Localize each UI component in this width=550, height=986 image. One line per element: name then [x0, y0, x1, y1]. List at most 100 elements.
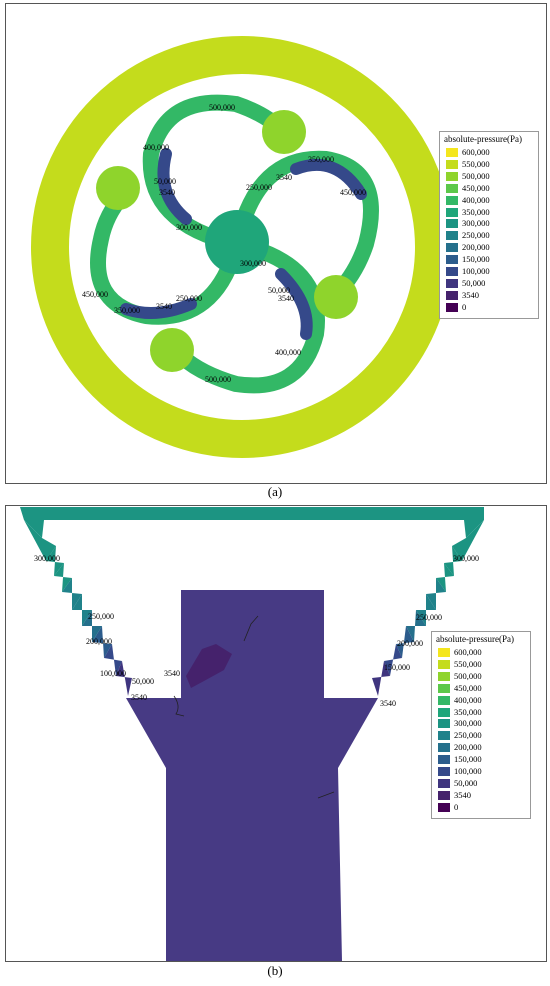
legend-label: 550,000	[462, 158, 490, 169]
legend-swatch	[438, 707, 450, 717]
label-a-3: 3540	[159, 188, 175, 197]
legend-swatch	[446, 207, 458, 217]
legend-swatch	[446, 159, 458, 169]
legend-swatch	[438, 683, 450, 693]
legend-label: 100,000	[454, 766, 482, 776]
label-a-15: 250,000	[176, 294, 202, 303]
legend-swatch	[438, 671, 450, 681]
legend-swatch	[438, 767, 450, 776]
legend-label: 300,000	[454, 718, 482, 729]
legend-label: 400,000	[454, 694, 482, 705]
label-a-9: 300,000	[240, 259, 266, 268]
legend-swatch	[438, 648, 450, 657]
label-b-1: 250,000	[88, 612, 114, 621]
right-serrations	[372, 520, 484, 696]
legend-label: 350,000	[454, 706, 482, 717]
legend-label: 600,000	[454, 647, 482, 657]
legend-label: 150,000	[454, 754, 482, 765]
legend-swatch	[446, 267, 458, 276]
legend-swatch	[446, 243, 458, 253]
label-b-10: 150,000	[384, 663, 410, 672]
low-zone-3	[275, 268, 313, 340]
legend-swatch	[438, 731, 450, 741]
top-channel	[20, 507, 484, 538]
legend-swatch	[438, 790, 450, 800]
label-a-4: 350,000	[308, 155, 334, 164]
legend-label: 100,000	[462, 266, 490, 276]
legend-label: 50,000	[462, 277, 486, 288]
crack-line-1	[243, 615, 259, 642]
legend-a: absolute-pressure(Pa) 600,000 550,000 500,…	[439, 131, 539, 319]
central-hub	[205, 210, 269, 274]
label-a-7: 450,000	[340, 188, 366, 197]
label-b-5: 3540	[131, 693, 147, 702]
legend-label: 3540	[462, 289, 479, 300]
legend-label: 200,000	[454, 742, 482, 753]
legend-swatch	[438, 778, 450, 788]
label-b-9: 200,000	[397, 639, 423, 648]
legend-label: 150,000	[462, 254, 490, 265]
label-a-5: 3540	[276, 173, 292, 182]
legend-label: 50,000	[454, 777, 478, 788]
end-pad-right	[314, 275, 358, 319]
legend-label: 450,000	[462, 182, 490, 193]
outer-ring	[31, 36, 453, 458]
low-zone-4	[120, 298, 197, 319]
legend-swatch	[446, 302, 458, 312]
legend-swatch	[446, 255, 458, 265]
legend-swatch	[446, 195, 458, 205]
label-b-4: 50,000	[132, 677, 154, 686]
label-a-16: 400,000	[275, 348, 301, 357]
legend-label: 500,000	[454, 670, 482, 681]
left-serrations	[24, 520, 132, 696]
label-b-3: 100,000	[100, 669, 126, 678]
low-zone-1	[157, 148, 192, 225]
legend-label: 0	[454, 801, 459, 812]
label-a-10: 50,000	[268, 286, 290, 295]
low-zone-2	[290, 158, 367, 200]
legend-title: absolute-pressure(Pa)	[436, 634, 514, 644]
panel-a-figure: 500,000 400,000 50,000 3540 350,000 3540…	[31, 36, 453, 458]
end-pad-left	[96, 166, 140, 210]
legend-swatch	[446, 278, 458, 288]
label-a-14: 3540	[156, 302, 172, 311]
label-a-13: 350,000	[114, 306, 140, 315]
legend-label: 600,000	[462, 147, 490, 157]
legend-swatch	[438, 743, 450, 753]
legend-b: absolute-pressure(Pa) 600,000 550,000 500,…	[431, 631, 531, 819]
legend-label: 450,000	[454, 682, 482, 693]
channel-left	[90, 186, 245, 325]
caption-a: (a)	[267, 484, 283, 499]
panel-b: 300,000 250,000 200,000 100,000 50,000 3…	[5, 505, 547, 962]
legend-label: 250,000	[462, 230, 490, 241]
legend-label: 400,000	[462, 194, 490, 205]
legend-swatch	[446, 183, 458, 193]
label-b-11: 3540	[380, 699, 396, 708]
crack-line-3	[173, 695, 185, 717]
legend-swatch	[446, 148, 458, 157]
panel-a: 500,000 400,000 50,000 3540 350,000 3540…	[5, 3, 547, 484]
legend-swatch	[438, 695, 450, 705]
legend-swatch	[446, 290, 458, 300]
legend-label: 500,000	[462, 170, 490, 181]
main-body	[126, 590, 378, 961]
legend-swatch	[446, 219, 458, 229]
legend-label: 250,000	[454, 730, 482, 741]
panel-b-figure: 300,000 250,000 200,000 100,000 50,000 3…	[20, 507, 484, 961]
legend-swatch	[438, 719, 450, 729]
label-a-17: 500,000	[205, 375, 231, 384]
label-b-8: 250,000	[416, 613, 442, 622]
label-a-0: 500,000	[209, 103, 235, 112]
channel-right	[229, 150, 379, 302]
label-a-6: 250,000	[246, 183, 272, 192]
legend-label: 300,000	[462, 218, 490, 229]
label-b-0: 300,000	[34, 554, 60, 563]
legend-label: 550,000	[454, 658, 482, 669]
legend-swatch	[438, 755, 450, 765]
legend-swatch	[446, 171, 458, 181]
label-b-6: 3540	[164, 669, 180, 678]
end-pad-top	[262, 110, 306, 154]
end-pad-bottom	[150, 328, 194, 372]
legend-label: 3540	[454, 789, 471, 800]
legend-label: 200,000	[462, 242, 490, 253]
